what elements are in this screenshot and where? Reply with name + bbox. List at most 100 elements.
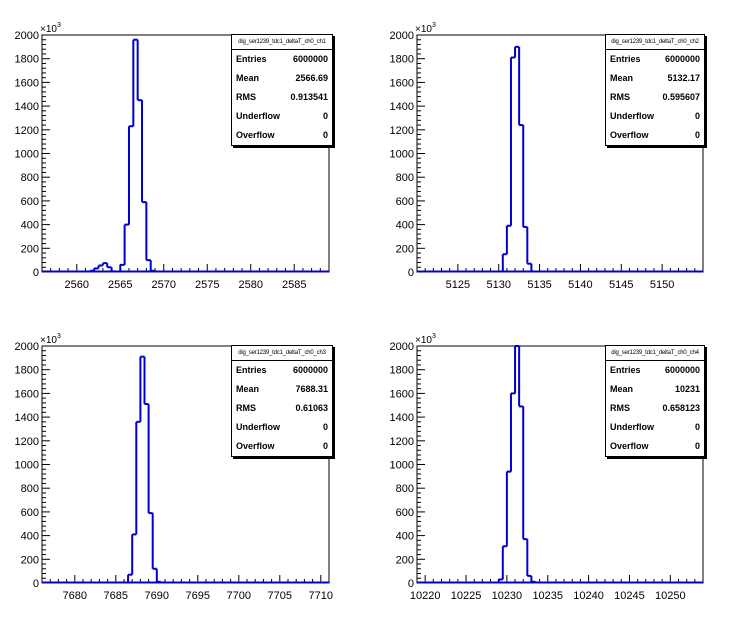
plot1-y-tick-label: 1800 [15,54,39,66]
plot3-stats-value: 7688.31 [295,384,328,394]
plot4-stats-label: Mean [610,384,634,394]
plot3-y-tick-label: 200 [21,554,39,566]
plot1-y-tick-label: 1600 [15,77,39,89]
plot2-y-multiplier: ×103 [415,22,436,35]
plot3-stats-value: 6000000 [292,365,328,375]
plot3-stats-row: RMS 0.61063 [232,399,332,418]
plot1-stats-value: 0 [322,130,328,140]
plot4-x-tick-label: 10220 [410,590,441,602]
plot2-stats-label: Mean [610,73,634,83]
plot4-stats-box: dig_ser1239_tdc1_deltaT_ch0_ch4 Entries 60… [605,345,705,457]
plot2-stats-label: RMS [610,92,630,102]
plot1-x-tick-label: 2565 [108,279,132,291]
plot2-y-tick-label: 2000 [390,30,414,42]
plot1-stats-value: 6000000 [292,54,328,64]
plot1-x-tick-label: 2570 [152,279,176,291]
plot4-stats-label: RMS [610,403,630,413]
plot1-stats-label: Underflow [236,111,280,121]
plot2-y-tick-label: 200 [396,243,414,255]
plot4-y-tick-label: 2000 [390,341,414,353]
plot2-stats-value: 6000000 [664,54,700,64]
plot3-y-tick-label: 1800 [15,365,39,377]
plot2-y-tick-label: 600 [396,196,414,208]
plot2-stats-row: Overflow 0 [606,126,704,145]
plot4-y-tick-label: 1800 [390,365,414,377]
plot3-stats-row: Overflow 0 [232,437,332,456]
plot2-x-tick-label: 5145 [609,279,633,291]
plot1-y-tick-label: 600 [21,196,39,208]
plot2-stats-value: 0.595607 [662,92,700,102]
plot3-y-tick-label: 400 [21,531,39,543]
plot3-stats-value: 0 [322,441,328,451]
plot3-x-tick-label: 7695 [186,590,210,602]
plot4-stats-value: 0 [694,441,700,451]
plot1-stats-title: dig_ser1239_tdc1_deltaT_ch0_ch1 [232,35,332,50]
plot4-stats-row: Underflow 0 [606,418,704,437]
plot4-y-tick-label: 400 [396,531,414,543]
plot3-stats-row: Underflow 0 [232,418,332,437]
plot1-stats-row: Underflow 0 [232,107,332,126]
plot2-x-tick-label: 5135 [527,279,551,291]
plot1-y-tick-label: 1200 [15,125,39,137]
plot3-y-tick-label: 600 [21,507,39,519]
plot1-x-tick-label: 2560 [65,279,89,291]
plot3-y-tick-label: 1400 [15,412,39,424]
plot2-x-tick-label: 5125 [446,279,470,291]
plot4-x-tick-label: 10235 [532,590,563,602]
plot2-y-tick-label: 1600 [390,77,414,89]
plot3-stats-label: Overflow [236,441,275,451]
plot4-y-tick-label: 800 [396,483,414,495]
plot2-stats-label: Underflow [610,111,654,121]
plot1-stats-label: Overflow [236,130,275,140]
plot4-y-multiplier: ×103 [415,333,436,346]
plot1-x-tick-label: 2575 [195,279,219,291]
plot2-stats-label: Entries [610,54,641,64]
plot3-stats-label: Underflow [236,422,280,432]
plot1-stats-row: Overflow 0 [232,126,332,145]
plot1-y-tick-label: 0 [33,267,39,279]
plot4-y-tick-label: 1000 [390,460,414,472]
plot2-y-tick-label: 1400 [390,101,414,113]
plot1-y-multiplier: ×103 [40,22,61,35]
plot1-stats-label: RMS [236,92,256,102]
plot1-x-tick-label: 2580 [238,279,262,291]
plot4-y-tick-label: 200 [396,554,414,566]
plot3-stats-value: 0.61063 [295,403,328,413]
plot2-y-tick-label: 400 [396,220,414,232]
plot1-stats-row: Mean 2566.69 [232,69,332,88]
plot3-stats-box: dig_ser1239_tdc1_deltaT_ch0_ch3 Entries 60… [231,345,333,457]
plot1-y-tick-label: 1000 [15,149,39,161]
plot4-stats-value: 0.658123 [662,403,700,413]
plot1-x-tick-label: 2585 [282,279,306,291]
plot4-stats-value: 6000000 [664,365,700,375]
plot1-y-tick-label: 2000 [15,30,39,42]
plot4-stats-row: Entries 6000000 [606,361,704,380]
plot2-y-tick-label: 800 [396,172,414,184]
plot3-y-tick-label: 1000 [15,460,39,472]
plot4-x-tick-label: 10240 [573,590,604,602]
plot2-stats-value: 0 [694,130,700,140]
plot3-stats-value: 0 [322,422,328,432]
plot2-x-tick-label: 5130 [486,279,510,291]
plot2-stats-value: 0 [694,111,700,121]
plot2-x-tick-label: 5150 [650,279,674,291]
plot2-stats-title: dig_ser1239_tdc1_deltaT_ch0_ch2 [606,35,704,50]
plot3-x-tick-label: 7700 [227,590,251,602]
plot1-y-tick-label: 400 [21,220,39,232]
plot4-stats-label: Entries [610,365,641,375]
plot3-y-tick-label: 1200 [15,436,39,448]
plot3-x-tick-label: 7690 [145,590,169,602]
plot1-stats-value: 0.913541 [290,92,328,102]
plot2-stats-row: Mean 5132.17 [606,69,704,88]
plot4-stats-label: Overflow [610,441,649,451]
plot3-x-tick-label: 7705 [268,590,292,602]
plot3-x-tick-label: 7710 [309,590,333,602]
plot1-y-tick-label: 200 [21,243,39,255]
plot2-stats-box: dig_ser1239_tdc1_deltaT_ch0_ch2 Entries 60… [605,34,705,146]
plot2-stats-value: 5132.17 [667,73,700,83]
plot4-stats-row: Mean 10231 [606,380,704,399]
plot3-y-tick-label: 800 [21,483,39,495]
plot4-stats-row: Overflow 0 [606,437,704,456]
plot4-y-tick-label: 600 [396,507,414,519]
plot2-stats-row: Underflow 0 [606,107,704,126]
